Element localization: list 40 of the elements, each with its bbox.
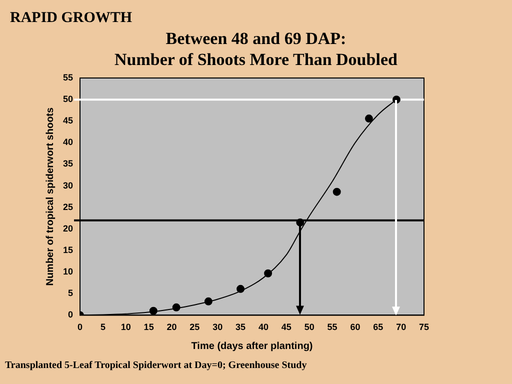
x-tick-label: 70 [396, 322, 406, 332]
x-tick-label: 40 [258, 322, 268, 332]
point [236, 284, 245, 293]
x-tick-label: 10 [120, 322, 131, 332]
point [149, 306, 158, 315]
point [264, 269, 272, 278]
text: RAPID GROWTH [10, 10, 132, 27]
x-tick-label: 0 [78, 322, 83, 332]
text: Transplanted 5-Leaf Tropical Spiderwort at Day=0; Greenhouse Study [5, 360, 307, 371]
y-tick-label: 5 [68, 288, 74, 298]
x-tick-label: 35 [236, 322, 246, 332]
chart-title: Between 48 and 69 DAP: Number of Shoots More Than Doubled [114, 28, 398, 70]
point [172, 303, 180, 312]
y-tick-label: 35 [62, 158, 74, 169]
x-tick-label: 75 [418, 322, 430, 332]
y-tick-label: 50 [62, 94, 74, 104]
x-tick-label: 25 [190, 322, 200, 332]
y-tick-label: 55 [62, 72, 74, 82]
y-tick-label: 30 [62, 180, 74, 190]
y-tick-label: 25 [62, 202, 74, 212]
x-tick-label: 60 [350, 322, 360, 332]
x-tick-label: 55 [327, 322, 338, 332]
x-tick-label: 20 [166, 322, 177, 332]
x-tick-label: 15 [144, 322, 154, 332]
point [204, 297, 212, 306]
y-tick-label: 10 [62, 266, 74, 277]
x-tick-label: 65 [373, 322, 384, 332]
y-tick-label: 0 [68, 310, 74, 320]
x-tick-label: 50 [304, 322, 314, 332]
y-tick-label: 40 [62, 137, 74, 148]
y-tick-label: 15 [62, 244, 74, 255]
point [332, 188, 341, 196]
x-tick-label: 5 [100, 322, 106, 332]
x-tick-label: 45 [281, 322, 292, 332]
y-axis-title: Number of tropical spiderwort shoots [44, 106, 56, 286]
y-tick-label: 20 [62, 223, 74, 234]
y-tick-label: 45 [62, 116, 74, 126]
point [364, 114, 373, 123]
x-tick-label: 30 [212, 322, 223, 332]
x-axis-title: Time (days after planting) [191, 340, 313, 352]
